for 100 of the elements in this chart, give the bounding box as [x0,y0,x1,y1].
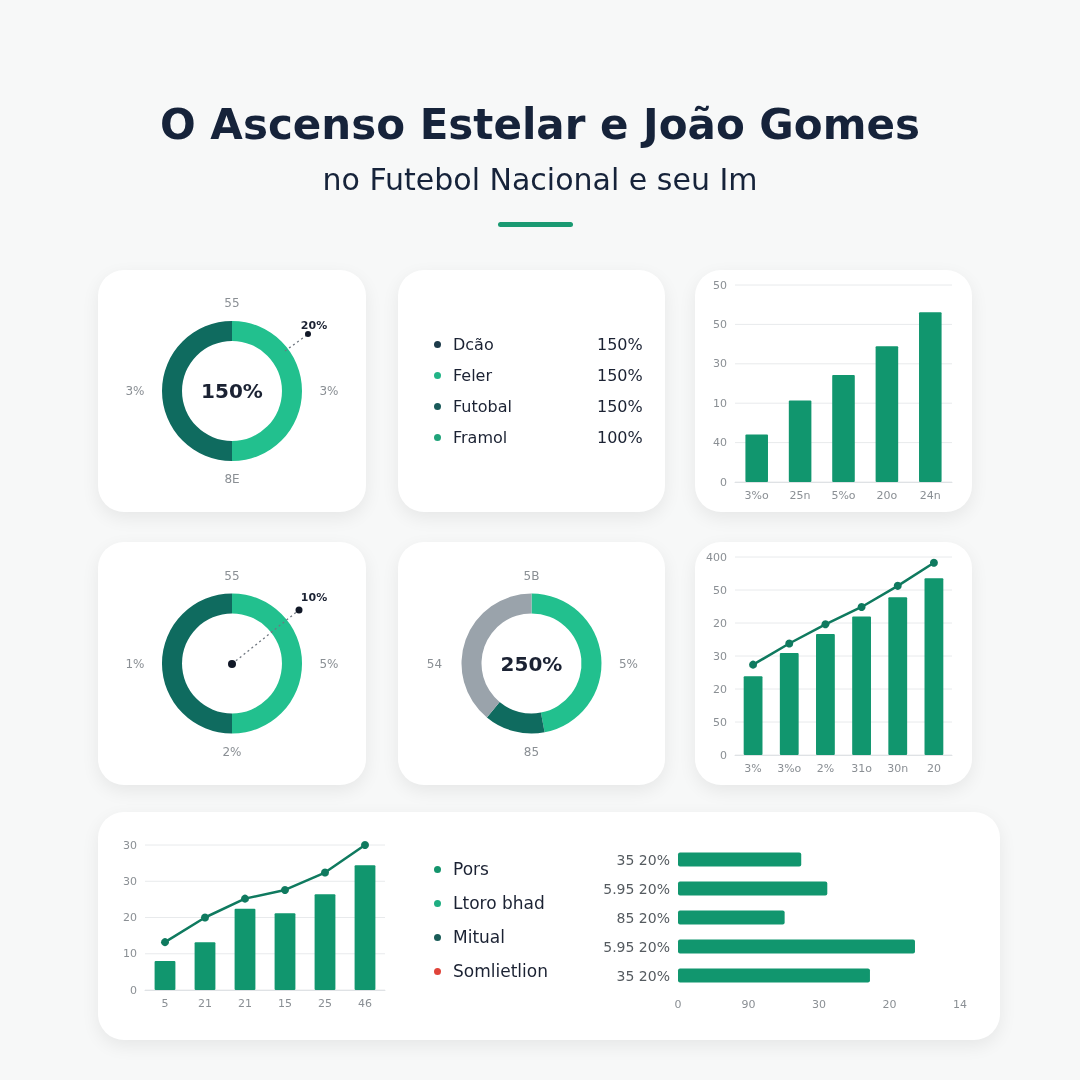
category-label: Futobal [453,397,513,416]
bar [779,653,799,755]
text: 40 [713,436,727,450]
text: O Ascenso Estelar e João Gomes [159,100,921,149]
point [361,841,369,849]
text: 10 [713,396,727,410]
bar [678,939,915,954]
x-tick-label: 5 [161,997,169,1010]
category-label: Mitual [453,927,505,947]
bar [745,434,768,482]
x-tick-label: 15 [278,997,292,1010]
text: 150% [597,366,643,385]
point [929,558,938,567]
text: 150% [597,397,643,416]
text: 50 [713,715,727,729]
x-tick-label: 25 [318,997,332,1010]
text: 55 [224,296,240,310]
x-tick-label: 3%o [777,762,802,775]
bar [678,852,802,867]
point [241,894,249,903]
text: 20 [713,616,727,630]
text: 8E [224,472,240,486]
category-label: Somlietlion [453,961,548,981]
bar [678,910,785,925]
text: 30 [123,874,137,888]
x-tick-label: 24n [919,489,941,502]
bar [875,346,899,482]
x-tick-label: 20 [926,762,941,775]
text: 85 [523,744,540,759]
y-tick-label: 5.95 20% [603,938,670,955]
x-tick-label: 5%o [831,489,856,502]
text: 2% [222,744,242,759]
category-label: Dcão [453,335,495,354]
bar [154,961,176,990]
text: 5% [618,656,639,671]
text: 30 [713,649,727,663]
text: 20 [713,682,727,696]
text: 0 [720,475,727,489]
text: no Futebol Nacional e seu Im [321,162,759,197]
text: 30 [123,838,137,852]
x-tick-label: 31o [851,762,873,775]
x-tick-label: 3%o [744,489,770,502]
point [821,620,830,629]
y-tick-label: 35 20% [616,967,670,984]
y-tick-label: 5.95 20% [603,880,670,897]
point [281,885,289,894]
text: 100% [597,428,643,447]
x-tick-label: 2% [816,762,835,775]
x-tick-label: 21 [198,997,212,1010]
x-tick-label: 3% [744,762,762,775]
bar [194,942,216,990]
point [857,602,866,611]
text: 90 [741,997,756,1011]
category-label: Ltoro bhad [453,893,545,913]
text: 30 [812,997,826,1011]
text: 50 [713,278,727,292]
bar [354,865,376,990]
category-label: Feler [453,366,494,385]
text: 20% [300,318,328,332]
text: 20 [123,911,137,924]
text: 150% [201,379,263,403]
text: 50 [713,583,727,597]
point [749,660,758,669]
bar [234,908,256,990]
bar [678,968,870,983]
y-tick-label: 35 20% [616,851,670,868]
bar [924,578,944,755]
x-tick-label: 25n [789,489,811,502]
text: 50 [713,317,727,331]
text: 0 [720,748,727,762]
text: 55 [224,568,240,583]
bar [852,616,871,755]
text: 54 [426,656,443,671]
point [201,913,209,922]
bar [743,676,763,755]
text: 250% [500,651,563,676]
x-tick-label: 20o [876,489,898,502]
bar [788,400,812,482]
category-label: Pors [453,859,489,879]
text: 5B [523,568,540,583]
bar [919,312,942,482]
point [785,639,794,648]
text: 30 [713,357,727,371]
point [893,581,902,590]
text: 3% [319,384,339,398]
bar [816,633,835,755]
x-tick-label: 30n [887,762,909,775]
text: 400 [706,550,727,564]
bar [678,881,828,896]
bar [274,913,296,990]
text: 10% [300,591,328,604]
category-label: Framol [453,428,509,447]
text: 3% [125,384,145,398]
x-tick-label: 46 [358,997,372,1010]
point [321,868,329,877]
bar [832,375,855,482]
text: 0 [674,997,682,1011]
x-tick-label: 21 [238,997,252,1010]
bar [888,597,908,755]
text: 150% [597,335,643,354]
